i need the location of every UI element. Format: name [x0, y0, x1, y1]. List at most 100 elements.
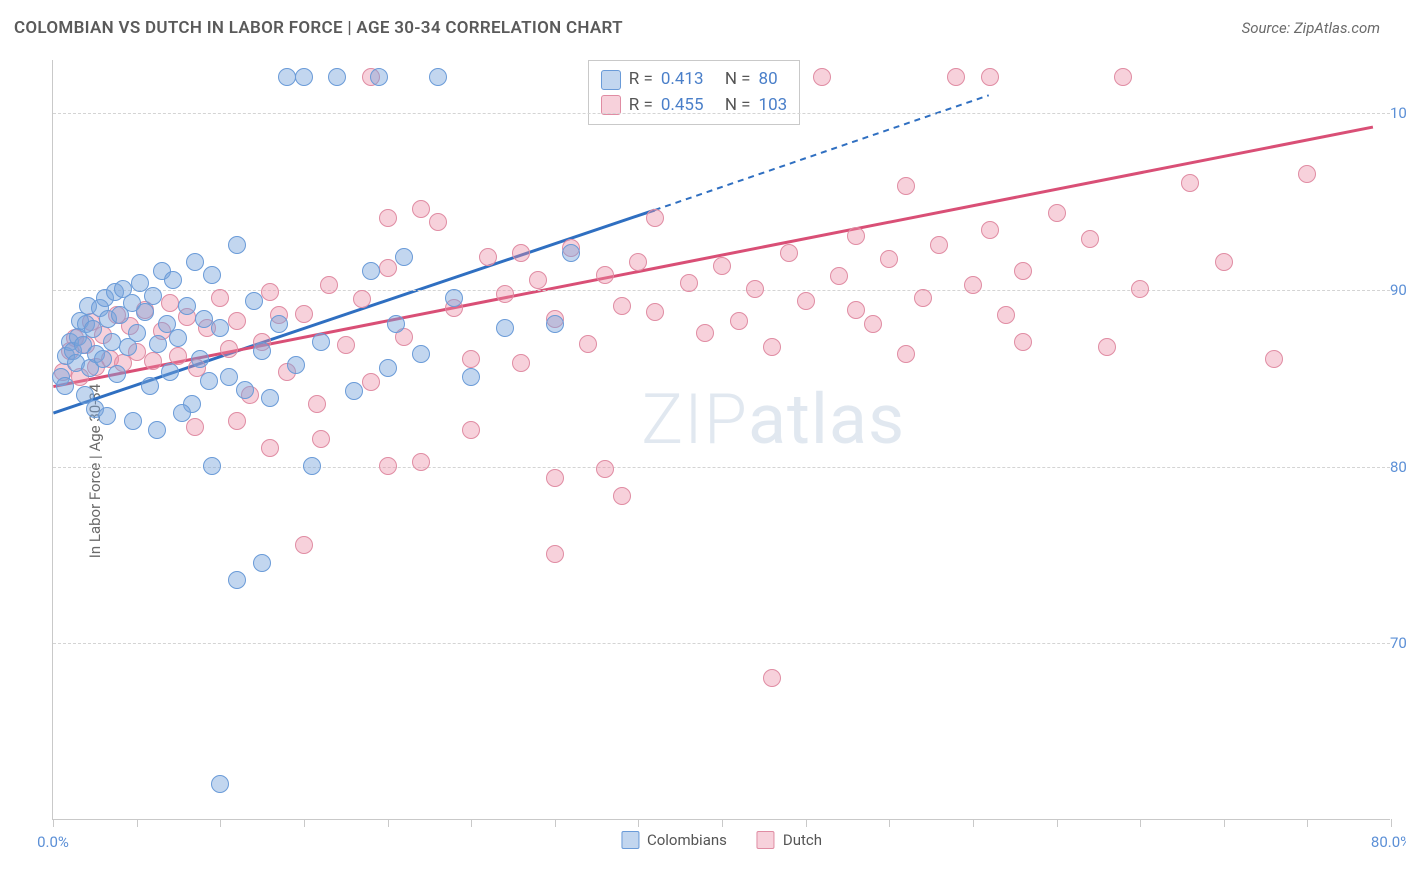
scatter-point — [370, 68, 388, 86]
scatter-point — [253, 342, 271, 360]
scatter-point — [161, 363, 179, 381]
scatter-point — [646, 209, 664, 227]
scatter-point — [1131, 280, 1149, 298]
scatter-point — [379, 209, 397, 227]
scatter-point — [236, 381, 254, 399]
x-tick-label: 0.0% — [37, 833, 69, 851]
x-tick-mark — [1057, 819, 1058, 827]
scatter-point — [596, 460, 614, 478]
n-value: 80 — [759, 67, 778, 93]
scatter-point — [1265, 350, 1283, 368]
stats-row: R =0.455N =103 — [601, 93, 787, 119]
scatter-point — [696, 324, 714, 342]
scatter-point — [613, 487, 631, 505]
scatter-point — [1014, 333, 1032, 351]
legend-label: Dutch — [783, 831, 822, 849]
scatter-point — [128, 324, 146, 342]
x-tick-mark — [555, 819, 556, 827]
scatter-point — [195, 310, 213, 328]
scatter-point — [108, 365, 126, 383]
scatter-point — [395, 248, 413, 266]
x-tick-mark — [806, 819, 807, 827]
scatter-point — [813, 68, 831, 86]
scatter-point — [261, 439, 279, 457]
scatter-point — [596, 266, 614, 284]
legend-item: Colombians — [621, 831, 727, 849]
scatter-point — [312, 333, 330, 351]
x-tick-mark — [53, 819, 54, 827]
scatter-point — [897, 177, 915, 195]
scatter-point — [94, 350, 112, 368]
scatter-point — [136, 303, 154, 321]
x-tick-mark — [638, 819, 639, 827]
scatter-point — [880, 250, 898, 268]
scatter-point — [308, 395, 326, 413]
scatter-point — [914, 289, 932, 307]
scatter-point — [429, 213, 447, 231]
scatter-point — [303, 457, 321, 475]
scatter-point — [646, 303, 664, 321]
scatter-point — [144, 287, 162, 305]
scatter-point — [462, 350, 480, 368]
x-tick-mark — [1140, 819, 1141, 827]
watermark: ZIPatlas — [641, 379, 905, 461]
scatter-point — [203, 457, 221, 475]
scatter-point — [797, 292, 815, 310]
scatter-point — [1215, 253, 1233, 271]
y-tick-label: 100.0% — [1390, 104, 1406, 122]
scatter-point — [141, 377, 159, 395]
scatter-point — [445, 289, 463, 307]
scatter-point — [546, 315, 564, 333]
scatter-point — [546, 545, 564, 563]
scatter-point — [746, 280, 764, 298]
scatter-point — [512, 244, 530, 262]
scatter-point — [412, 200, 430, 218]
scatter-point — [320, 276, 338, 294]
chart-title: COLOMBIAN VS DUTCH IN LABOR FORCE | AGE … — [14, 18, 623, 38]
scatter-point — [462, 368, 480, 386]
scatter-point — [412, 345, 430, 363]
gridline — [53, 467, 1390, 468]
scatter-point — [220, 340, 238, 358]
scatter-point — [613, 297, 631, 315]
scatter-point — [261, 283, 279, 301]
scatter-point — [278, 68, 296, 86]
scatter-point — [228, 236, 246, 254]
scatter-point — [345, 382, 363, 400]
scatter-point — [295, 305, 313, 323]
scatter-point — [981, 221, 999, 239]
scatter-point — [529, 271, 547, 289]
scatter-point — [1098, 338, 1116, 356]
scatter-point — [295, 68, 313, 86]
scatter-point — [579, 335, 597, 353]
scatter-point — [295, 536, 313, 554]
scatter-point — [546, 469, 564, 487]
legend-item: Dutch — [757, 831, 822, 849]
x-tick-mark — [973, 819, 974, 827]
scatter-point — [228, 412, 246, 430]
scatter-point — [981, 68, 999, 86]
x-tick-label: 80.0% — [1371, 833, 1406, 851]
scatter-point — [200, 372, 218, 390]
scatter-point — [211, 319, 229, 337]
plot-region: ZIPatlas R =0.413N =80R =0.455N =103 Col… — [52, 60, 1390, 820]
x-tick-mark — [388, 819, 389, 827]
scatter-point — [149, 335, 167, 353]
scatter-point — [897, 345, 915, 363]
scatter-point — [479, 248, 497, 266]
scatter-point — [124, 412, 142, 430]
scatter-point — [270, 315, 288, 333]
scatter-point — [730, 312, 748, 330]
chart-area: In Labor Force | Age 30-34 ZIPatlas R =0… — [0, 50, 1406, 892]
scatter-point — [947, 68, 965, 86]
scatter-point — [512, 354, 530, 372]
scatter-point — [412, 453, 430, 471]
scatter-point — [228, 312, 246, 330]
scatter-point — [161, 294, 179, 312]
x-tick-mark — [889, 819, 890, 827]
scatter-point — [462, 421, 480, 439]
scatter-point — [997, 306, 1015, 324]
scatter-point — [144, 352, 162, 370]
y-tick-label: 80.0% — [1390, 458, 1406, 476]
gridline — [53, 113, 1390, 114]
